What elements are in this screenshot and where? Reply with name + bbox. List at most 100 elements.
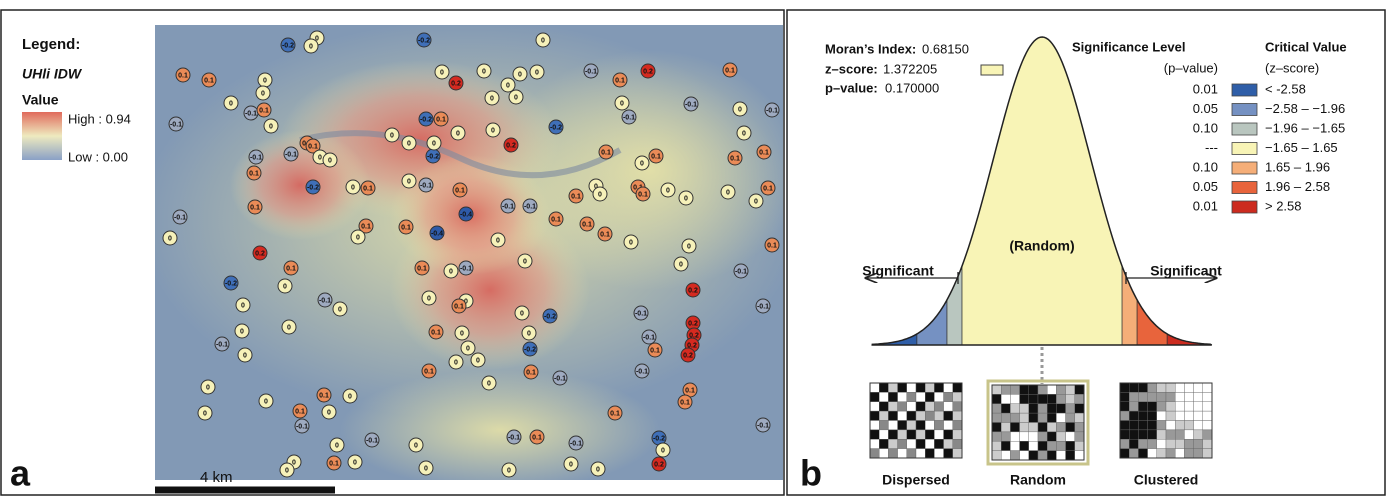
legend-swatch [1232, 84, 1257, 96]
map-point-label: -0.2 [225, 280, 237, 287]
pattern-cell [1194, 449, 1203, 458]
crit-value: < -2.58 [1265, 81, 1306, 96]
pattern-cell [1138, 411, 1147, 420]
map-point-label: -0.1 [174, 214, 186, 221]
pattern-cell [953, 402, 962, 411]
map-point-label: 0 [754, 198, 758, 205]
pattern-cell [1038, 432, 1047, 441]
pattern-cell [944, 383, 953, 392]
pattern-cell [898, 392, 907, 401]
pattern-cell [1175, 439, 1184, 448]
pattern-cell [1010, 404, 1019, 413]
pattern-cell [953, 439, 962, 448]
map-point-label: -0.2 [307, 184, 319, 191]
pattern-cell [1010, 394, 1019, 403]
map-point-label: 0 [569, 461, 573, 468]
pattern-cell [1020, 404, 1029, 413]
morans-label: Moran’s Index: [825, 41, 916, 56]
map-point-label: -0.1 [245, 110, 257, 117]
pattern-cell [1203, 392, 1212, 401]
map-point-label: 0.1 [401, 224, 411, 231]
pattern-cell [1066, 432, 1075, 441]
map-point-label: 0 [684, 195, 688, 202]
pattern-cell [1129, 439, 1138, 448]
map-point-label: 0 [679, 261, 683, 268]
pattern-cell [1047, 423, 1056, 432]
map-point-label: 0.2 [451, 80, 461, 87]
pattern-cell [1138, 383, 1147, 392]
pattern-cell [1120, 430, 1129, 439]
map-point-label: 0.1 [361, 223, 371, 230]
map-point-label: 0 [466, 345, 470, 352]
pattern-cell [916, 411, 925, 420]
pattern-cell [1066, 404, 1075, 413]
pattern-cell [1157, 449, 1166, 458]
map-point-label: 0.1 [571, 193, 581, 200]
pattern-cell [1047, 385, 1056, 394]
z-swatch [981, 65, 1003, 75]
pattern-cell [870, 430, 879, 439]
map-point-label: 0.1 [532, 434, 542, 441]
map-point-label: 0 [203, 410, 207, 417]
map-point-label: 0 [596, 466, 600, 473]
crit-value: 1.96 – 2.58 [1265, 179, 1330, 194]
pattern-cell [916, 383, 925, 392]
map-point-label: 0.1 [601, 149, 611, 156]
legend-swatch [1232, 143, 1257, 155]
map-point-label: 0 [496, 237, 500, 244]
map-point-label: 0.1 [526, 369, 536, 376]
pattern-cell [1020, 385, 1029, 394]
pattern-cell [1157, 430, 1166, 439]
pattern-cell [1047, 441, 1056, 450]
pattern-cell [1148, 439, 1157, 448]
pattern-cell [1184, 449, 1193, 458]
pattern-cell [1010, 441, 1019, 450]
map-point-label: 0.1 [685, 387, 695, 394]
map-point-label: 0.1 [329, 460, 339, 467]
map: 0-0.2-0.20000.200-0.10.10.20.10.10.10000… [140, 20, 800, 490]
map-point-label: -0.1 [508, 434, 520, 441]
pattern-cell [925, 392, 934, 401]
pattern-cell [925, 439, 934, 448]
pattern-cell [953, 392, 962, 401]
map-point-label: 0.1 [680, 399, 690, 406]
pattern-cell [907, 383, 916, 392]
map-point-label: 0 [240, 328, 244, 335]
low-label: Low : 0.00 [68, 149, 128, 164]
pattern-cell [1138, 439, 1147, 448]
pattern-cell [888, 392, 897, 401]
pattern-cell [1066, 394, 1075, 403]
pattern-cell [944, 439, 953, 448]
pattern-cell [1038, 441, 1047, 450]
map-point-label: 0.1 [204, 77, 214, 84]
pattern-cell [898, 430, 907, 439]
pattern-cell [1203, 411, 1212, 420]
map-point-label: 0 [661, 447, 665, 454]
pattern-cell [953, 430, 962, 439]
map-point-label: 0.1 [650, 347, 660, 354]
pattern-cell [1120, 421, 1129, 430]
map-point-label: 0.1 [363, 185, 373, 192]
map-point-label: -0.1 [685, 101, 697, 108]
map-point-label: -0.1 [524, 203, 536, 210]
pattern-cell [925, 411, 934, 420]
map-point-label: -0.2 [524, 346, 536, 353]
scale-label: 4 km [200, 469, 233, 486]
pattern-cell [907, 402, 916, 411]
pattern-cell [1047, 404, 1056, 413]
pattern-cell [1203, 439, 1212, 448]
map-point-label: 0.1 [651, 153, 661, 160]
map-point-label: 0.1 [308, 143, 318, 150]
map-point-label: 0 [535, 69, 539, 76]
map-point-label: 0 [243, 352, 247, 359]
significant-left: Significant [862, 263, 934, 279]
map-point-label: 0 [348, 393, 352, 400]
map-point-label: 0 [356, 234, 360, 241]
pattern-cell [1129, 430, 1138, 439]
sig-level: 0.05 [1193, 101, 1218, 116]
pattern-cell [925, 449, 934, 458]
pattern-cell [944, 402, 953, 411]
pattern-cell [870, 449, 879, 458]
pattern-cell [1148, 411, 1157, 420]
pattern-cell [1184, 439, 1193, 448]
